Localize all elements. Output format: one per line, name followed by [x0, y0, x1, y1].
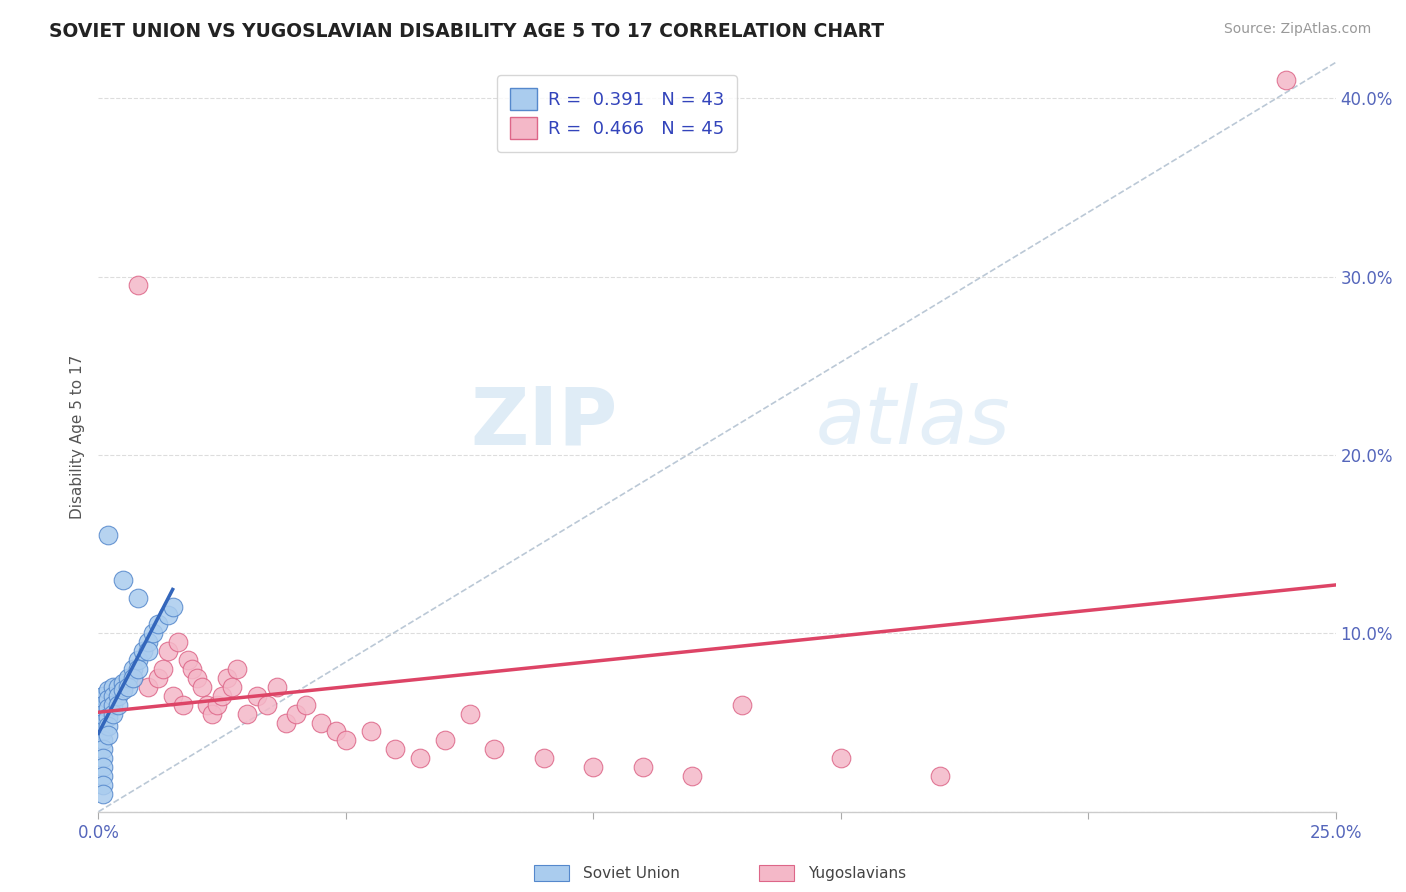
- Point: [409, 751, 432, 765]
- Point: [309, 715, 332, 730]
- Point: [93, 751, 115, 765]
- Point: [112, 683, 135, 698]
- Point: [93, 698, 115, 712]
- Point: [97, 692, 120, 706]
- Point: [195, 698, 218, 712]
- Point: [146, 671, 169, 685]
- Point: [276, 715, 298, 730]
- Point: [681, 769, 703, 783]
- Point: [217, 671, 239, 685]
- Point: [325, 724, 347, 739]
- Text: Soviet Union: Soviet Union: [583, 866, 681, 880]
- Point: [112, 680, 135, 694]
- Point: [152, 662, 174, 676]
- Point: [132, 644, 155, 658]
- Point: [162, 599, 184, 614]
- Point: [484, 742, 506, 756]
- Point: [458, 706, 481, 721]
- Point: [112, 676, 135, 690]
- Point: [1275, 73, 1298, 87]
- Point: [93, 760, 115, 774]
- Point: [162, 689, 184, 703]
- Point: [112, 573, 135, 587]
- Text: Yugoslavians: Yugoslavians: [808, 866, 907, 880]
- Text: Source: ZipAtlas.com: Source: ZipAtlas.com: [1223, 22, 1371, 37]
- Point: [127, 653, 149, 667]
- Y-axis label: Disability Age 5 to 17: Disability Age 5 to 17: [70, 355, 86, 519]
- Point: [93, 724, 115, 739]
- Point: [295, 698, 318, 712]
- Point: [384, 742, 406, 756]
- Point: [117, 671, 139, 685]
- Point: [221, 680, 243, 694]
- Point: [122, 671, 145, 685]
- Point: [166, 635, 188, 649]
- Point: [172, 698, 194, 712]
- Point: [127, 662, 149, 676]
- Point: [103, 706, 125, 721]
- Point: [211, 689, 233, 703]
- Point: [582, 760, 605, 774]
- Point: [201, 706, 224, 721]
- Point: [156, 608, 179, 623]
- Point: [156, 644, 179, 658]
- Point: [266, 680, 288, 694]
- Point: [533, 751, 555, 765]
- Point: [191, 680, 214, 694]
- Point: [97, 701, 120, 715]
- Point: [146, 617, 169, 632]
- Point: [93, 733, 115, 747]
- Point: [285, 706, 308, 721]
- Point: [631, 760, 654, 774]
- Point: [122, 671, 145, 685]
- Point: [256, 698, 278, 712]
- Point: [186, 671, 208, 685]
- Point: [205, 698, 228, 712]
- Point: [93, 778, 115, 792]
- Point: [103, 689, 125, 703]
- Point: [107, 698, 129, 712]
- Point: [830, 751, 852, 765]
- Point: [93, 715, 115, 730]
- Point: [107, 689, 129, 703]
- Text: SOVIET UNION VS YUGOSLAVIAN DISABILITY AGE 5 TO 17 CORRELATION CHART: SOVIET UNION VS YUGOSLAVIAN DISABILITY A…: [49, 22, 884, 41]
- Point: [246, 689, 269, 703]
- Point: [107, 680, 129, 694]
- Point: [103, 680, 125, 694]
- Point: [97, 728, 120, 742]
- Point: [226, 662, 249, 676]
- Point: [142, 626, 165, 640]
- Point: [928, 769, 950, 783]
- Point: [433, 733, 456, 747]
- Text: atlas: atlas: [815, 383, 1011, 461]
- Point: [97, 528, 120, 542]
- Point: [93, 689, 115, 703]
- Point: [93, 769, 115, 783]
- Point: [122, 662, 145, 676]
- Point: [97, 710, 120, 724]
- Point: [97, 719, 120, 733]
- Point: [236, 706, 259, 721]
- Point: [93, 706, 115, 721]
- Point: [136, 635, 159, 649]
- Point: [731, 698, 754, 712]
- Legend: R =  0.391   N = 43, R =  0.466   N = 45: R = 0.391 N = 43, R = 0.466 N = 45: [498, 75, 737, 152]
- Point: [176, 653, 198, 667]
- Text: ZIP: ZIP: [471, 383, 619, 461]
- Point: [335, 733, 357, 747]
- Point: [136, 644, 159, 658]
- Point: [127, 591, 149, 605]
- Point: [97, 683, 120, 698]
- Point: [181, 662, 204, 676]
- Point: [136, 680, 159, 694]
- Point: [93, 742, 115, 756]
- Point: [117, 680, 139, 694]
- Point: [127, 278, 149, 293]
- Point: [360, 724, 382, 739]
- Point: [93, 787, 115, 801]
- Point: [103, 698, 125, 712]
